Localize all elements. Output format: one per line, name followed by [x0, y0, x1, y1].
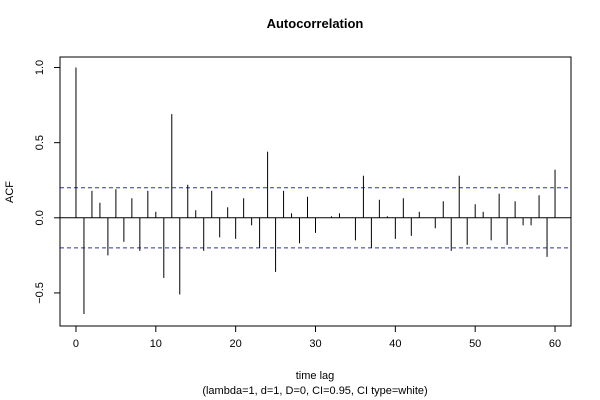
x-tick-label: 30 — [309, 338, 321, 350]
x-axis: 0 10 20 30 40 50 60 — [73, 325, 561, 350]
y-axis: −0.5 0.0 0.5 1.0 — [34, 60, 61, 304]
y-tick-label: 1.0 — [34, 60, 46, 75]
x-axis-label: time lag — [296, 370, 335, 382]
chart-subtitle: (lambda=1, d=1, D=0, CI=0.95, CI type=wh… — [202, 385, 427, 397]
x-tick-label: 60 — [549, 338, 561, 350]
plot-area — [59, 56, 572, 327]
y-tick-label: 0.5 — [34, 135, 46, 150]
y-tick-label: 0.0 — [34, 210, 46, 225]
x-tick-label: 0 — [73, 338, 79, 350]
y-tick-label: −0.5 — [34, 282, 46, 304]
x-tick-label: 40 — [389, 338, 401, 350]
x-tick-label: 50 — [469, 338, 481, 350]
x-tick-label: 10 — [150, 338, 162, 350]
y-axis-label: ACF — [4, 181, 16, 203]
chart-title: Autocorrelation — [267, 16, 364, 31]
x-tick-label: 20 — [230, 338, 242, 350]
